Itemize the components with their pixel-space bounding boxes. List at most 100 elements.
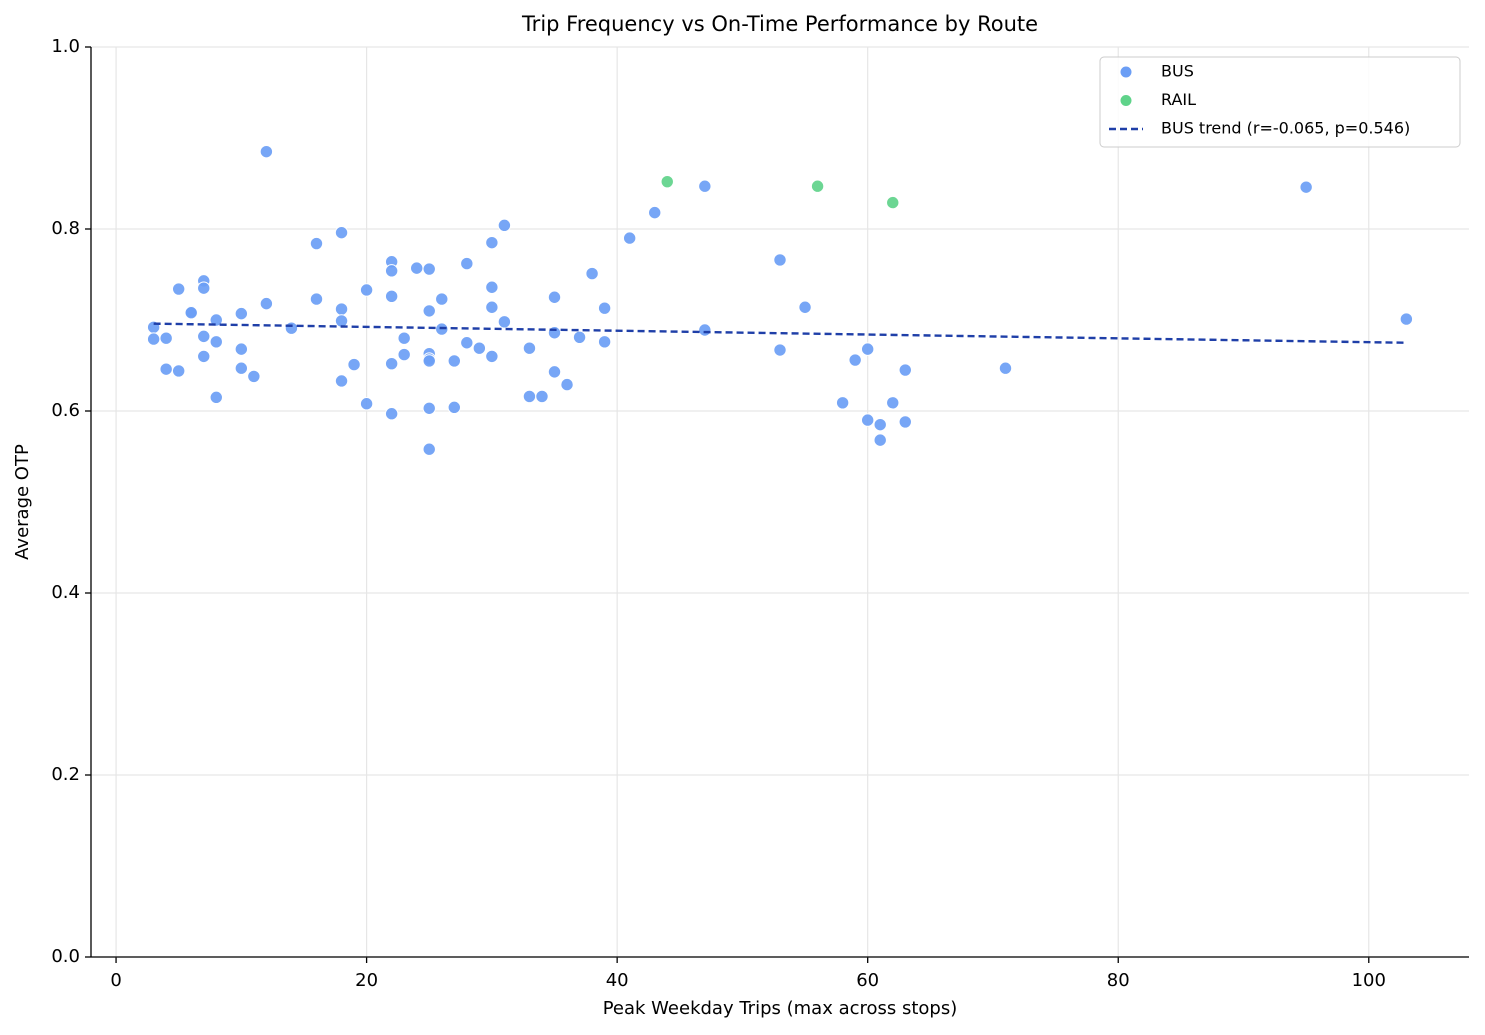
point [522, 389, 537, 404]
point [472, 341, 487, 355]
point [860, 413, 875, 427]
point [597, 335, 612, 349]
point [547, 326, 562, 340]
point [159, 362, 173, 376]
point [497, 315, 512, 329]
point [209, 313, 223, 327]
y-tick-label: 0.0 [51, 946, 80, 967]
point [835, 396, 850, 410]
point [146, 332, 161, 346]
point [384, 264, 399, 278]
point [648, 205, 662, 220]
point [485, 280, 499, 294]
point [585, 266, 599, 281]
point [547, 365, 562, 379]
point [397, 331, 411, 345]
point [485, 235, 499, 250]
point [209, 390, 223, 405]
point [334, 374, 349, 388]
x-tick-label: 40 [606, 970, 629, 991]
y-tick-label: 0.4 [51, 582, 80, 603]
legend-swatch [1119, 94, 1133, 107]
point [334, 225, 349, 240]
point [898, 415, 912, 429]
point [873, 417, 887, 432]
series-points [660, 174, 900, 210]
point [422, 354, 436, 368]
point [234, 342, 249, 356]
trend-line [153, 322, 1407, 344]
point [886, 195, 900, 210]
point [422, 262, 436, 276]
point [422, 401, 436, 415]
point [334, 314, 349, 328]
point [309, 236, 324, 251]
point [485, 300, 499, 314]
point [560, 377, 574, 392]
point [384, 356, 399, 371]
point [848, 353, 862, 367]
point [347, 357, 361, 372]
legend-box [1099, 56, 1461, 148]
series-points [146, 144, 1414, 456]
legend-label: BUS trend (r=-0.065, p=0.546) [1161, 119, 1410, 138]
point [359, 283, 374, 297]
legend-swatch [1119, 65, 1133, 79]
point [159, 331, 173, 345]
point [460, 336, 474, 350]
x-tick-label: 80 [1107, 970, 1130, 991]
point [435, 292, 449, 306]
point [798, 300, 812, 314]
y-tick-label: 0.6 [51, 400, 80, 421]
point [197, 349, 211, 364]
point [309, 292, 324, 306]
point [873, 433, 887, 447]
point [485, 349, 499, 364]
point [171, 282, 186, 296]
x-tick-label: 60 [856, 970, 879, 991]
point [359, 397, 374, 411]
point [660, 174, 674, 189]
point [184, 306, 198, 320]
point [998, 361, 1013, 375]
point [171, 364, 186, 378]
point [397, 347, 411, 362]
y-tick-label: 0.8 [51, 218, 80, 239]
point [384, 289, 399, 304]
point [234, 361, 249, 375]
point [497, 218, 512, 233]
point [209, 335, 223, 349]
point [422, 442, 436, 456]
point [522, 341, 537, 355]
point [259, 296, 274, 311]
y-tick-label: 1.0 [51, 36, 80, 57]
point [572, 330, 587, 344]
point [773, 343, 787, 357]
point [597, 301, 612, 315]
point [247, 369, 261, 384]
point [1299, 180, 1313, 194]
point [622, 231, 637, 245]
point [860, 342, 875, 356]
point [384, 407, 399, 421]
point [334, 302, 349, 316]
chart-title: Trip Frequency vs On-Time Performance by… [521, 12, 1038, 36]
y-tick-label: 0.2 [51, 764, 80, 785]
point [284, 321, 299, 335]
point [898, 363, 912, 377]
point [886, 396, 900, 410]
point [422, 304, 436, 318]
x-tick-label: 20 [355, 970, 378, 991]
legend-label: RAIL [1161, 90, 1196, 109]
point [773, 253, 787, 267]
point [535, 389, 549, 404]
point [410, 261, 424, 275]
point [810, 179, 825, 193]
point [698, 323, 712, 337]
point [447, 400, 461, 415]
point [447, 354, 461, 368]
point [197, 329, 211, 344]
point [197, 281, 211, 295]
legend-label: BUS [1161, 62, 1194, 81]
